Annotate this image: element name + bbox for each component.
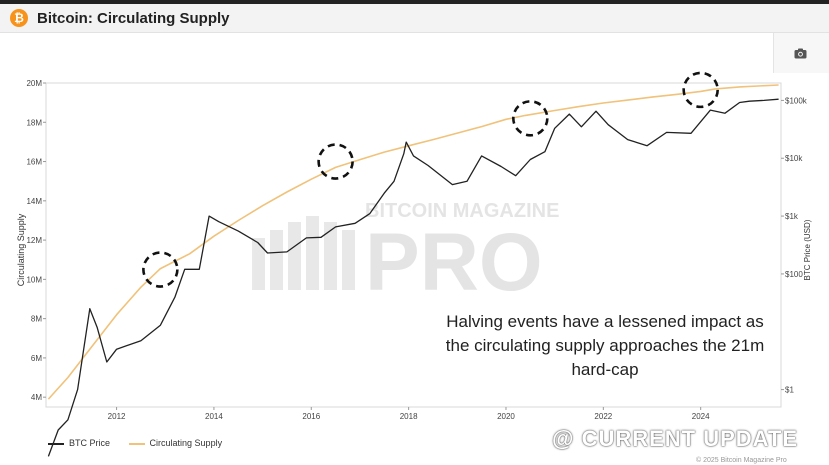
legend-item-btc-price[interactable]: BTC Price	[48, 438, 110, 448]
legend-swatch-circulating-supply	[128, 442, 145, 445]
y-tick-label: 16M	[26, 158, 42, 167]
y-tick-label: 12M	[26, 236, 42, 245]
y-tick-label: 6M	[31, 354, 42, 363]
axes: 4M 6M 8M 10M 12M 14M 16M 18M 20M $1 $100 $1k $10k $10…	[26, 79, 807, 421]
overlay-watermark-text: @ CURRENT UPDATE	[552, 426, 799, 451]
halving-circle	[512, 100, 549, 137]
legend-swatch-btc-price	[48, 442, 64, 445]
y-tick-label: 20M	[26, 79, 42, 88]
bitcoin-logo-icon: ₿	[10, 9, 28, 27]
watermark: BITCOIN MAGAZINE PRO	[252, 200, 559, 308]
y2-tick-label: $1	[785, 386, 794, 395]
halving-circle	[682, 71, 719, 109]
x-tick-label: 2020	[497, 412, 515, 421]
y2-tick-label: $10k	[785, 154, 803, 163]
annotations	[142, 71, 719, 288]
y-tick-label: 10M	[26, 275, 42, 284]
y2-tick-label: $100	[785, 270, 803, 279]
halving-circle	[142, 251, 179, 288]
copyright: © 2025 Bitcoin Magazine Pro	[696, 457, 787, 464]
legend-label-circulating-supply: Circulating Supply	[149, 438, 223, 448]
watermark-text-top: BITCOIN MAGAZINE	[365, 200, 559, 222]
y2-tick-label: $1k	[785, 212, 799, 221]
y2-tick-label: $100k	[785, 96, 808, 105]
x-tick-label: 2022	[594, 412, 612, 421]
y-tick-label: 18M	[26, 118, 42, 127]
x-tick-label: 2016	[302, 412, 320, 421]
legend-item-circulating-supply[interactable]: Circulating Supply	[128, 438, 223, 448]
x-tick-label: 2014	[205, 412, 223, 421]
x-tick-label: 2018	[400, 412, 418, 421]
x-tick-label: 2024	[692, 412, 710, 421]
watermark-logo-icon	[252, 216, 355, 290]
annotation-note: Halving events have a lessened impact as…	[445, 312, 765, 379]
camera-icon[interactable]	[794, 46, 807, 64]
watermark-text-main: PRO	[365, 217, 543, 308]
halving-circle	[317, 143, 354, 180]
toolbar-panel	[773, 33, 829, 73]
legend: BTC Price Circulating Supply	[48, 438, 238, 448]
y-tick-label: 14M	[26, 197, 42, 206]
plot-frame	[45, 82, 782, 408]
y-axis-label: Circulating Supply	[16, 213, 26, 286]
page-title: Bitcoin: Circulating Supply	[37, 10, 230, 27]
y-tick-label: 8M	[31, 315, 42, 324]
top-strip	[0, 0, 829, 4]
series-line-btc-price	[47, 98, 779, 457]
y2-axis-label: BTC Price (USD)	[803, 219, 812, 280]
x-tick-label: 2012	[108, 412, 126, 421]
y-tick-label: 4M	[31, 393, 42, 402]
series-layer	[47, 84, 779, 457]
legend-label-btc-price: BTC Price	[69, 438, 111, 448]
header-bar: ₿ Bitcoin: Circulating Supply	[0, 4, 829, 33]
